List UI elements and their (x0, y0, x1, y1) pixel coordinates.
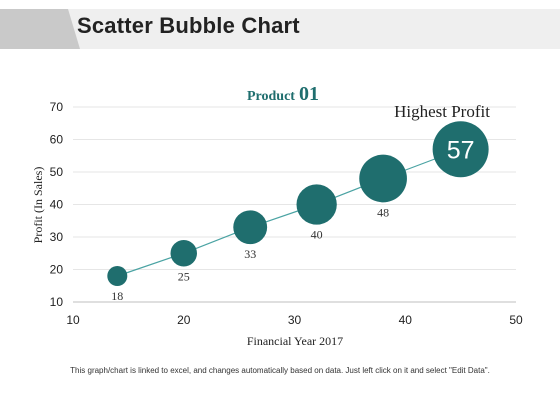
y-axis-ticks: 10 20 30 40 50 60 70 (50, 100, 64, 309)
data-label: 40 (311, 228, 323, 242)
series-line (117, 148, 461, 277)
bubble (107, 266, 128, 286)
chart-subtitle: Product 01 (247, 83, 319, 106)
y-axis-label: Profit (In Sales) (31, 167, 45, 244)
bubble (233, 210, 268, 245)
bubble (170, 240, 197, 267)
y-tick-label: 60 (50, 133, 64, 147)
header-tab-accent (0, 9, 80, 49)
y-tick-label: 30 (50, 230, 64, 244)
y-tick-label: 20 (50, 263, 64, 277)
data-label: 57 (447, 136, 475, 164)
y-tick-label: 70 (50, 100, 64, 114)
x-axis-ticks: 10 20 30 40 50 (66, 313, 523, 327)
top-rule (0, 0, 560, 9)
x-tick-label: 50 (509, 313, 523, 327)
data-label: 33 (244, 247, 256, 261)
bubble (296, 184, 337, 225)
y-tick-label: 40 (50, 198, 64, 212)
bubble (432, 121, 489, 178)
slide-title: Scatter Bubble Chart (77, 13, 300, 38)
chart-subtitle-number: 01 (298, 83, 319, 105)
highest-profit-annotation: Highest Profit (394, 102, 490, 121)
data-label: 18 (111, 289, 123, 303)
data-series: 18 25 33 40 48 57 Highest Profit (107, 102, 490, 303)
header-band (0, 9, 560, 49)
chart-subtitle-prefix: Product (247, 89, 295, 104)
x-tick-label: 40 (399, 313, 413, 327)
x-tick-label: 10 (66, 313, 80, 327)
x-tick-label: 30 (288, 313, 302, 327)
y-tick-label: 50 (50, 165, 64, 179)
data-label: 25 (178, 269, 190, 283)
x-axis-label: Financial Year 2017 (247, 334, 343, 348)
y-tick-label: 10 (50, 295, 64, 309)
bubble (359, 154, 407, 203)
data-label: 48 (377, 205, 389, 219)
x-tick-label: 20 (177, 313, 191, 327)
footnote: This graph/chart is linked to excel, and… (70, 366, 490, 375)
